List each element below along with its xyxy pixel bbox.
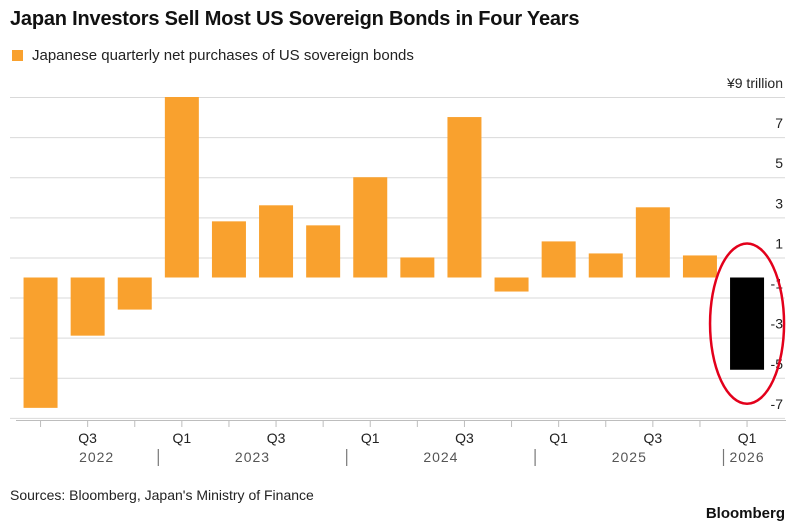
legend-label: Japanese quarterly net purchases of US s… bbox=[32, 47, 414, 64]
year-label: 2022 bbox=[79, 449, 114, 465]
bar bbox=[211, 221, 246, 278]
year-label: 2025 bbox=[612, 449, 647, 465]
x-tick-label: Q3 bbox=[644, 430, 663, 446]
bar bbox=[306, 225, 341, 278]
brand-logo: Bloomberg bbox=[705, 505, 785, 522]
y-tick-label: ¥9 trillion bbox=[726, 75, 783, 91]
x-tick-label: Q1 bbox=[549, 430, 568, 446]
x-tick-label: Q1 bbox=[173, 430, 192, 446]
legend-swatch bbox=[12, 50, 23, 61]
bar bbox=[70, 277, 105, 336]
bar bbox=[447, 117, 482, 278]
y-tick-label: -3 bbox=[771, 316, 784, 332]
bar bbox=[588, 253, 623, 278]
bar bbox=[494, 277, 529, 292]
y-tick-label: -7 bbox=[771, 396, 784, 412]
source-note: Sources: Bloomberg, Japan's Ministry of … bbox=[10, 487, 314, 503]
x-tick-label: Q3 bbox=[455, 430, 474, 446]
highlight-circle bbox=[708, 242, 786, 406]
bar bbox=[23, 277, 58, 408]
chart-title: Japan Investors Sell Most US Sovereign B… bbox=[10, 8, 580, 30]
bar bbox=[117, 277, 152, 310]
legend: Japanese quarterly net purchases of US s… bbox=[12, 47, 414, 64]
y-tick-label: 1 bbox=[775, 235, 783, 251]
bar bbox=[682, 255, 717, 278]
highlight-bar bbox=[730, 277, 765, 370]
bar bbox=[400, 257, 435, 278]
x-tick-label: Q1 bbox=[361, 430, 380, 446]
year-label: 2026 bbox=[729, 449, 764, 465]
bar bbox=[635, 207, 670, 278]
y-tick-label: 3 bbox=[775, 195, 783, 211]
bar bbox=[164, 97, 199, 278]
x-tick-label: Q3 bbox=[267, 430, 286, 446]
year-label: 2024 bbox=[423, 449, 458, 465]
bar bbox=[259, 205, 294, 278]
bar bbox=[541, 241, 576, 278]
x-tick-label: Q1 bbox=[738, 430, 757, 446]
y-tick-label: 5 bbox=[775, 155, 783, 171]
y-tick-label: 7 bbox=[775, 115, 783, 131]
x-tick-label: Q3 bbox=[78, 430, 97, 446]
year-label: 2023 bbox=[235, 449, 270, 465]
bar bbox=[353, 177, 388, 278]
